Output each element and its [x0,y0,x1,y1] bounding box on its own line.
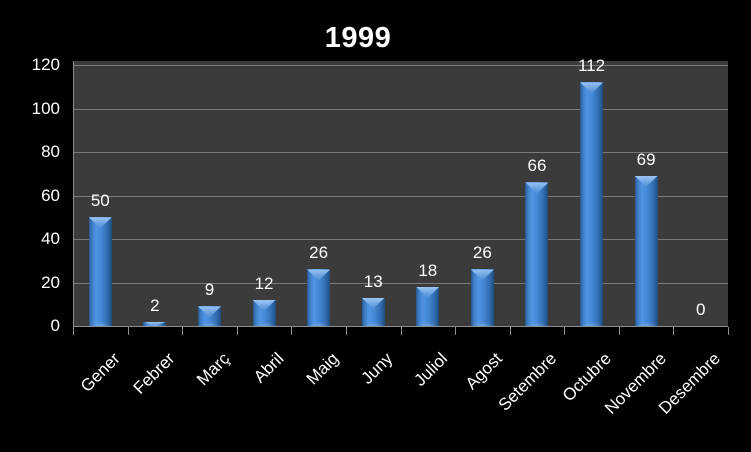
data-label-desembre: 0 [695,300,706,319]
bar-cap [252,299,276,311]
data-label-octubre: 112 [577,56,606,76]
category-label-febrer: Febrer [129,349,179,398]
bar-base-highlight [525,317,549,326]
bar-juliol [416,286,440,326]
bar-base-highlight [197,317,221,326]
bar-cap [634,175,658,187]
y-axis-label: 100 [31,98,60,118]
gridline-60 [73,195,728,197]
x-axis-tick [127,327,129,335]
bar-base-highlight [307,317,331,326]
bar-base-highlight [252,317,276,326]
data-label-abril: 12 [254,273,274,293]
data-label-gener: 50 [90,191,110,211]
bar-cap [307,269,331,281]
data-label-novembre: 69 [636,149,656,169]
bar-base-highlight [416,317,440,326]
bar-cap [470,269,494,281]
y-axis-label: 20 [41,272,60,292]
category-label-agost: Agost [461,349,506,394]
bar-cap [580,82,604,94]
bar-setembre [525,182,549,326]
gridline-100 [73,108,728,110]
bar-cap [525,182,549,194]
data-label-febrer: 2 [150,295,160,315]
category-label-juliol: Juliol [410,349,452,390]
x-axis-tick [728,327,729,335]
y-axis-label: 0 [50,316,60,335]
category-label-setembre: Setembre [494,349,561,415]
x-axis-tick [345,327,347,335]
x-axis-tick [564,327,566,335]
bar-maig [307,269,331,326]
bar-base-highlight [470,317,494,326]
y-axis-line [73,61,74,327]
y-axis-label: 80 [41,142,60,161]
x-axis-tick [182,327,184,335]
bar-base-highlight [88,318,112,326]
x-axis-tick [400,327,402,335]
data-label-juliol: 18 [418,260,438,280]
x-axis-tick [509,327,511,335]
bar-cap [416,286,440,298]
bar-base-highlight [580,317,604,326]
category-label-maig: Maig [302,349,343,389]
bar-base-highlight [143,317,167,326]
bar-base-highlight [361,317,385,326]
bar-cap [361,297,385,309]
gridline-80 [73,152,728,153]
bar-cap [197,306,221,318]
y-axis-label: 40 [41,229,60,248]
bar-agost [470,269,494,326]
category-label-abril: Abril [249,349,288,387]
bar-novembre [634,175,658,326]
data-label-juny: 13 [363,271,383,291]
category-label-gener: Gener [76,349,124,396]
gridline-40 [73,239,728,240]
bar-base-highlight [634,317,658,326]
x-axis-tick [291,327,293,335]
x-axis-tick [455,327,457,335]
x-axis-tick [73,327,74,335]
bar-octubre [580,82,604,326]
data-label-març: 9 [204,280,215,300]
data-label-maig: 26 [309,243,329,263]
bar-cap [88,217,112,229]
chart-title: 1999 [324,22,392,54]
data-label-setembre: 66 [527,156,547,176]
x-axis-line [73,326,728,327]
y-axis-label: 60 [41,185,60,205]
bar-febrer [143,317,167,326]
bar-abril [252,299,276,326]
data-label-agost: 26 [472,243,492,263]
bar-març [197,306,221,326]
x-axis-tick [673,327,675,335]
gridline-20 [73,282,728,284]
plot-area [73,61,728,326]
bar-gener [88,217,112,326]
y-axis-label: 120 [31,55,60,74]
category-label-març: Març [192,349,233,390]
bar-juny [361,297,385,326]
x-axis-tick [618,327,620,335]
gridline-120 [73,65,728,66]
x-axis-tick [236,327,238,335]
category-label-juny: Juny [357,349,397,388]
